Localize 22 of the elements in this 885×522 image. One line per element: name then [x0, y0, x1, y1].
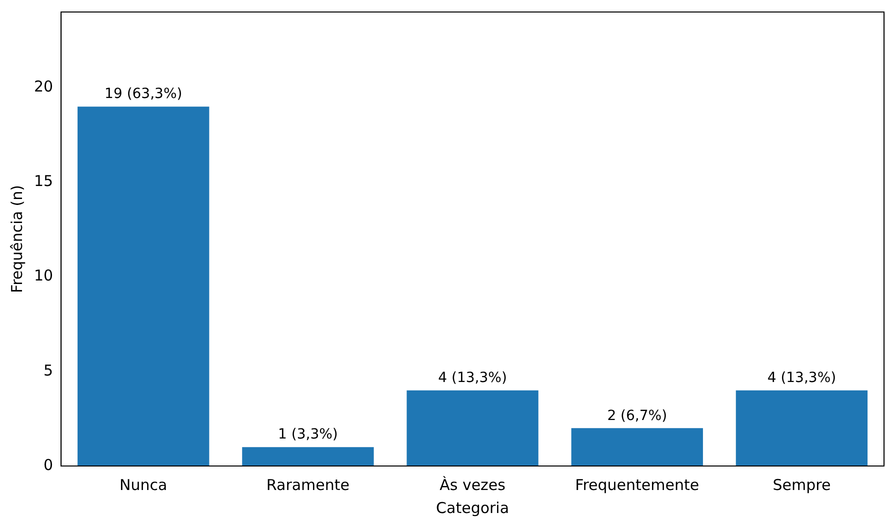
bar — [571, 428, 703, 466]
x-tick-label: Sempre — [772, 476, 831, 494]
data-label: 19 (63,3%) — [104, 86, 182, 102]
y-tick-label: 5 — [44, 361, 54, 380]
x-axis-title: Categoria — [436, 498, 510, 517]
y-axis-title: Frequência (n) — [8, 185, 26, 293]
bar — [736, 390, 868, 466]
data-label: 4 (13,3%) — [438, 370, 507, 386]
bar — [406, 390, 538, 466]
data-label: 4 (13,3%) — [767, 370, 836, 386]
y-tick-label: 15 — [34, 172, 54, 190]
y-tick-label: 0 — [44, 456, 54, 474]
x-tick-label: Frequentemente — [575, 476, 700, 494]
x-tick-label: Raramente — [266, 476, 350, 494]
y-tick-label: 20 — [34, 78, 54, 96]
data-label: 2 (6,7%) — [607, 408, 668, 424]
bar — [78, 106, 210, 466]
x-tick-label: Nunca — [120, 476, 168, 494]
data-label: 1 (3,3%) — [278, 426, 338, 443]
x-tick-label: Às vezes — [440, 476, 506, 494]
bar — [242, 447, 374, 466]
y-tick-label: 10 — [34, 266, 54, 285]
